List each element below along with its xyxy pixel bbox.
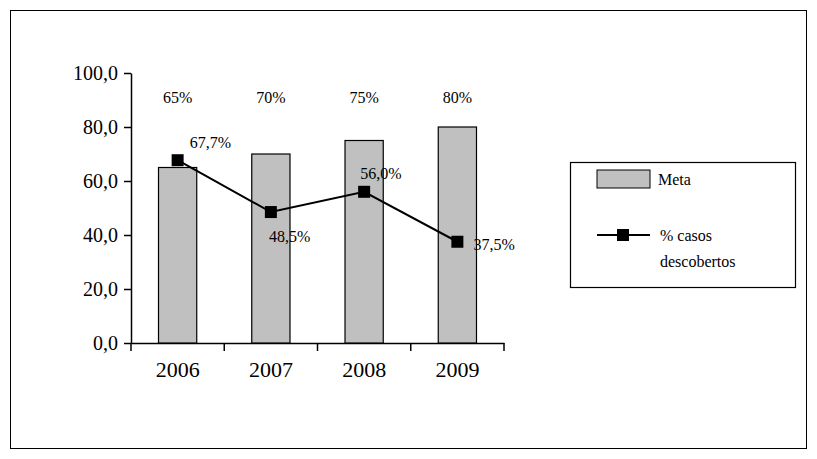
y-tick: 20,0 <box>83 278 131 300</box>
line-label: 37,5% <box>473 236 514 253</box>
marker <box>265 206 277 218</box>
line-label: 67,7% <box>190 134 231 151</box>
line-label: 48,5% <box>269 228 310 245</box>
y-tick-label: 100,0 <box>73 62 118 84</box>
chart-frame <box>11 11 807 449</box>
y-tick-mark <box>124 289 131 291</box>
x-tick: 2008 <box>342 343 386 382</box>
x-tick-label: 2008 <box>342 357 386 382</box>
plot-area <box>159 127 477 343</box>
bar-label: 80% <box>443 89 472 106</box>
y-tick: 100,0 <box>73 62 131 84</box>
bar <box>159 168 197 344</box>
y-tick-label: 60,0 <box>83 170 118 192</box>
x-tick: 2007 <box>249 343 293 382</box>
legend: Meta % casosdescobertos <box>571 163 796 288</box>
bar-label: 75% <box>349 89 378 106</box>
y-tick-label: 20,0 <box>83 278 118 300</box>
x-tick-label: 2007 <box>249 357 293 382</box>
bar-label: 65% <box>163 89 192 106</box>
chart: 0,0 20,0 40,0 60,0 80,0 100,0 2006 2007 2008 2009… <box>0 0 817 459</box>
y-tick-label: 40,0 <box>83 224 118 246</box>
marker <box>172 154 184 166</box>
y-tick-mark <box>124 127 131 129</box>
y-tick: 60,0 <box>83 170 131 192</box>
legend-swatch <box>597 170 650 188</box>
bar-series <box>159 127 477 343</box>
marker-series <box>172 154 464 248</box>
x-tick-label: 2009 <box>435 357 479 382</box>
y-tick-mark <box>124 73 131 75</box>
x-separators <box>131 343 504 351</box>
legend-label: % casosdescobertos <box>660 227 736 270</box>
bar <box>252 154 290 343</box>
x-axis: 2006 2007 2008 2009 <box>132 343 505 382</box>
x-tick: 2009 <box>435 343 479 382</box>
line <box>178 160 458 242</box>
x-separator-tick <box>317 343 319 351</box>
x-separator-tick <box>224 343 226 351</box>
y-tick: 80,0 <box>83 116 131 138</box>
x-tick: 2006 <box>156 343 200 382</box>
legend-marker <box>617 229 629 241</box>
x-separator-tick <box>410 343 412 351</box>
legend-box <box>571 163 796 288</box>
line-label: 56,0% <box>360 165 401 182</box>
y-tick-label: 0,0 <box>93 332 118 354</box>
x-separator-tick <box>130 343 132 351</box>
y-tick: 40,0 <box>83 224 131 246</box>
y-axis: 0,0 20,0 40,0 60,0 80,0 100,0 <box>73 62 132 354</box>
legend-label: Meta <box>658 171 691 188</box>
marker <box>358 186 370 198</box>
y-tick-mark <box>124 181 131 183</box>
x-tick-label: 2006 <box>156 357 200 382</box>
data-labels: 65% 70% 75% 80% 67,7% 48,5% 56,0% 37,5% <box>163 89 515 253</box>
marker <box>451 236 463 248</box>
y-tick: 0,0 <box>93 332 131 354</box>
y-axis-line <box>131 74 133 344</box>
x-separator-tick <box>503 343 505 351</box>
bar-label: 70% <box>256 89 285 106</box>
y-tick-label: 80,0 <box>83 116 118 138</box>
y-tick-mark <box>124 343 131 345</box>
y-tick-mark <box>124 235 131 237</box>
